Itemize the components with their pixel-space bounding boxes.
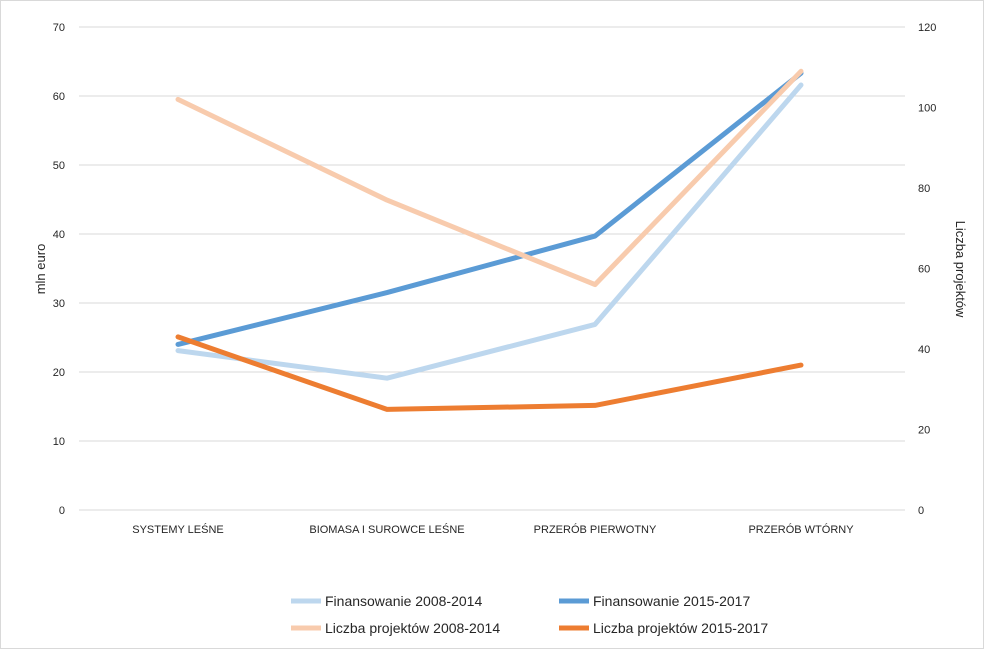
series-line-2 — [175, 70, 804, 347]
left-tick-label: 20 — [53, 367, 65, 379]
legend-label: Liczba projektów 2008-2014 — [325, 620, 500, 636]
left-tick-label: 0 — [59, 505, 65, 517]
category-label: BIOMASA I SUROWCE LEŚNE — [309, 523, 464, 536]
left-tick-label: 30 — [53, 298, 65, 310]
series-line-3 — [175, 68, 804, 288]
legend: Finansowanie 2008-2014 Finansowanie 2015-… — [291, 593, 768, 636]
left-tick-label: 10 — [53, 436, 65, 448]
right-tick-label: 120 — [918, 22, 936, 34]
category-label: PRZERÓB PIERWOTNY — [534, 523, 657, 536]
right-axis-title: Liczba projektów — [953, 221, 968, 318]
right-tick-label: 40 — [918, 344, 930, 356]
right-tick-label: 20 — [918, 425, 930, 437]
left-tick-label: 60 — [53, 91, 65, 103]
right-tick-label: 0 — [918, 505, 924, 517]
right-axis-ticks: 0 20 40 60 80 100 120 — [918, 22, 936, 517]
right-tick-label: 60 — [918, 264, 930, 276]
legend-label: Finansowanie 2015-2017 — [593, 593, 750, 609]
left-tick-label: 40 — [53, 229, 65, 241]
right-tick-label: 100 — [918, 103, 936, 115]
gridlines — [79, 26, 905, 511]
left-tick-label: 70 — [53, 22, 65, 34]
left-axis-ticks: 0 10 20 30 40 50 60 70 — [53, 22, 65, 517]
category-axis-labels: SYSTEMY LEŚNE BIOMASA I SUROWCE LEŚNE PRZE… — [132, 523, 854, 536]
category-label: SYSTEMY LEŚNE — [132, 523, 224, 536]
series-line-4 — [175, 334, 804, 412]
series-lines — [175, 68, 804, 412]
legend-label: Finansowanie 2008-2014 — [325, 593, 482, 609]
left-tick-label: 50 — [53, 160, 65, 172]
category-label: PRZERÓB WTÓRNY — [748, 523, 854, 536]
right-tick-label: 80 — [918, 183, 930, 195]
left-axis-title: mln euro — [33, 244, 48, 295]
series-line-1 — [175, 82, 804, 381]
legend-label: Liczba projektów 2015-2017 — [593, 620, 768, 636]
